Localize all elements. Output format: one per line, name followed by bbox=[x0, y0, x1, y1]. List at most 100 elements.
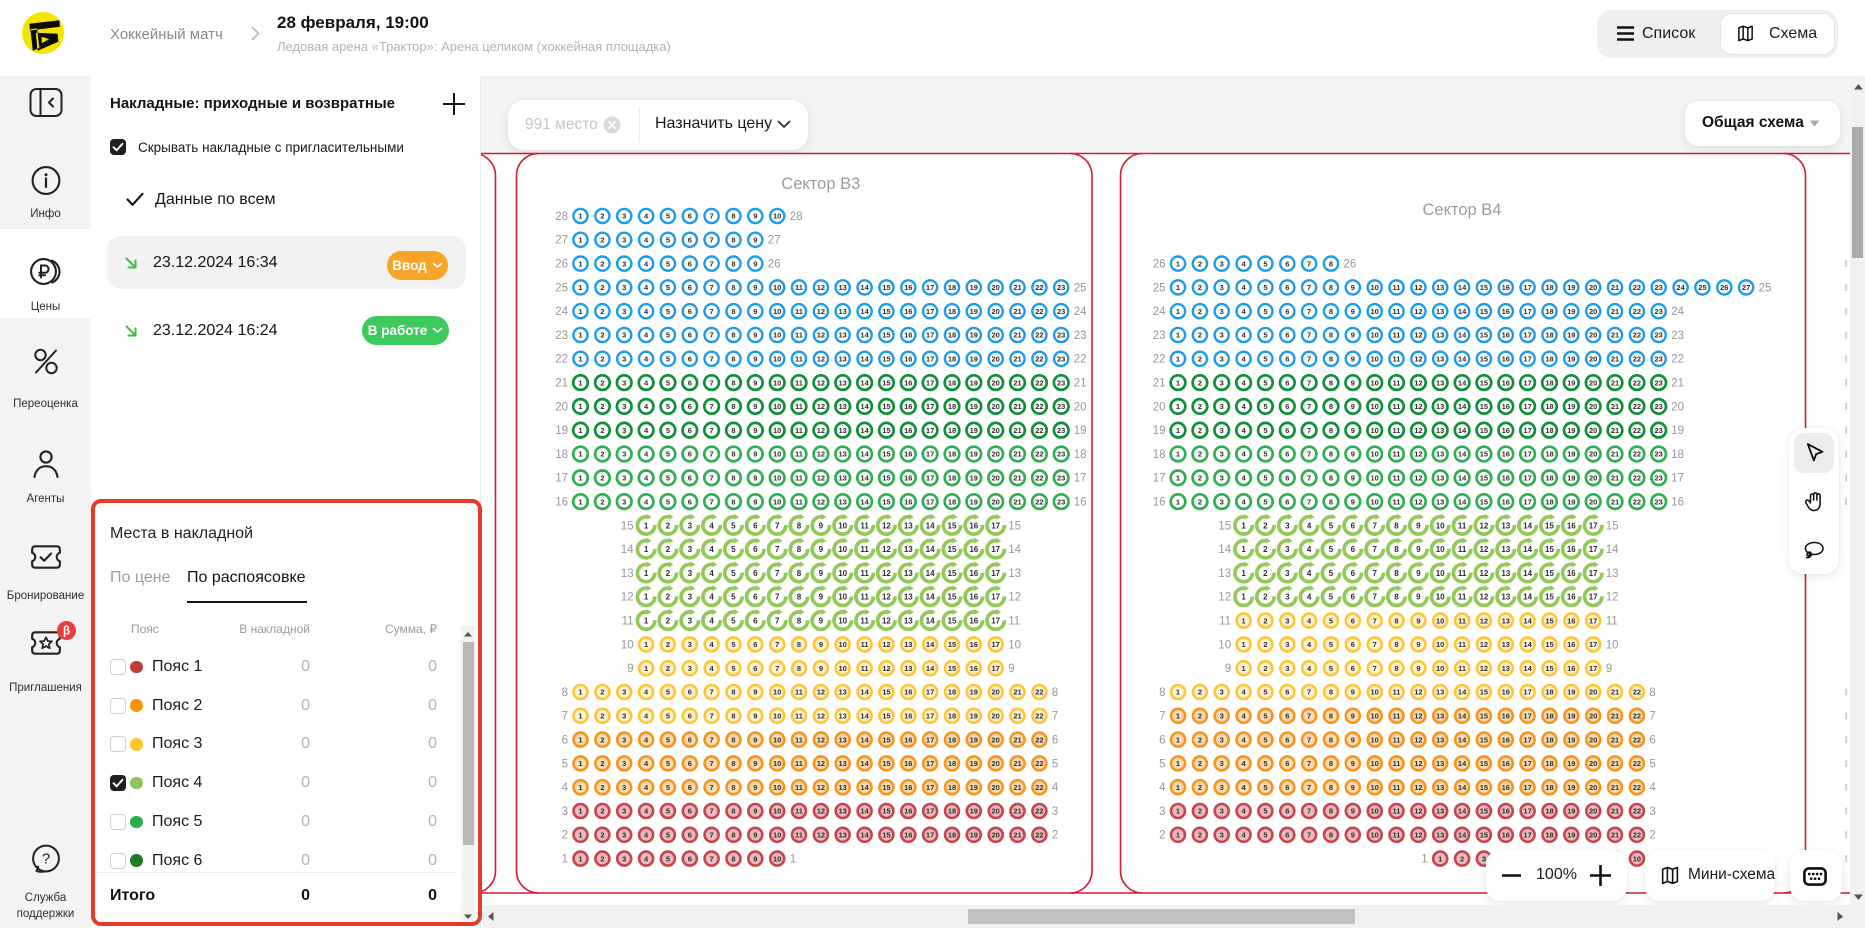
svg-text:10: 10 bbox=[1371, 450, 1379, 459]
svg-text:21: 21 bbox=[1013, 735, 1021, 744]
svg-text:16: 16 bbox=[1567, 569, 1576, 578]
svg-text:15: 15 bbox=[882, 759, 890, 768]
svg-text:14: 14 bbox=[860, 283, 869, 292]
svg-text:9: 9 bbox=[753, 831, 757, 840]
svg-text:7: 7 bbox=[710, 402, 714, 411]
svg-text:1: 1 bbox=[1176, 402, 1180, 411]
svg-text:4: 4 bbox=[644, 259, 649, 268]
svg-text:8: 8 bbox=[731, 474, 735, 483]
svg-text:16: 16 bbox=[1502, 474, 1510, 483]
svg-text:1: 1 bbox=[790, 854, 796, 866]
svg-text:18: 18 bbox=[1545, 712, 1553, 721]
svg-text:6: 6 bbox=[753, 640, 757, 649]
svg-text:13: 13 bbox=[1502, 640, 1510, 649]
svg-text:5: 5 bbox=[1263, 450, 1267, 459]
svg-text:1: 1 bbox=[644, 640, 648, 649]
svg-text:19: 19 bbox=[1567, 474, 1575, 483]
svg-text:17: 17 bbox=[926, 307, 934, 316]
svg-text:2: 2 bbox=[1198, 783, 1202, 792]
svg-text:8: 8 bbox=[1329, 378, 1333, 387]
svg-text:13: 13 bbox=[839, 688, 847, 697]
svg-text:20: 20 bbox=[992, 474, 1000, 483]
svg-text:14: 14 bbox=[1458, 307, 1467, 316]
svg-text:3: 3 bbox=[688, 664, 692, 673]
svg-text:2: 2 bbox=[1198, 331, 1202, 340]
svg-text:12: 12 bbox=[882, 593, 891, 602]
svg-text:13: 13 bbox=[1436, 426, 1444, 435]
svg-text:15: 15 bbox=[948, 640, 956, 649]
svg-text:23: 23 bbox=[1153, 330, 1166, 342]
svg-text:13: 13 bbox=[1502, 616, 1510, 625]
svg-text:13: 13 bbox=[904, 545, 913, 554]
svg-text:8: 8 bbox=[1394, 545, 1399, 554]
svg-text:8: 8 bbox=[1329, 688, 1333, 697]
svg-text:13: 13 bbox=[1436, 497, 1444, 506]
svg-text:28: 28 bbox=[790, 211, 803, 223]
svg-text:14: 14 bbox=[1458, 712, 1467, 721]
svg-text:16: 16 bbox=[1502, 497, 1510, 506]
svg-text:17: 17 bbox=[991, 569, 1000, 578]
svg-text:19: 19 bbox=[1567, 283, 1575, 292]
svg-text:21: 21 bbox=[1611, 712, 1619, 721]
svg-text:17: 17 bbox=[1523, 331, 1531, 340]
svg-text:12: 12 bbox=[621, 592, 634, 604]
svg-text:4: 4 bbox=[644, 854, 649, 863]
svg-text:14: 14 bbox=[1523, 545, 1532, 554]
svg-text:19: 19 bbox=[970, 831, 978, 840]
svg-text:8: 8 bbox=[1329, 259, 1333, 268]
svg-text:10: 10 bbox=[773, 783, 781, 792]
svg-text:2: 2 bbox=[600, 307, 604, 316]
svg-text:2: 2 bbox=[1198, 688, 1202, 697]
svg-text:19: 19 bbox=[1567, 712, 1575, 721]
svg-text:22: 22 bbox=[1074, 354, 1087, 366]
svg-text:12: 12 bbox=[1414, 735, 1422, 744]
svg-text:7: 7 bbox=[710, 497, 714, 506]
svg-text:12: 12 bbox=[1414, 402, 1422, 411]
svg-text:10: 10 bbox=[773, 688, 781, 697]
svg-text:17: 17 bbox=[1589, 521, 1598, 530]
svg-text:6: 6 bbox=[1285, 497, 1289, 506]
svg-text:2: 2 bbox=[600, 735, 604, 744]
svg-text:10: 10 bbox=[1371, 712, 1379, 721]
svg-text:1: 1 bbox=[578, 307, 582, 316]
svg-text:8: 8 bbox=[1329, 307, 1333, 316]
svg-text:2: 2 bbox=[1263, 521, 1268, 530]
svg-text:2: 2 bbox=[600, 497, 604, 506]
svg-text:6: 6 bbox=[1052, 735, 1058, 747]
svg-text:19: 19 bbox=[970, 735, 978, 744]
svg-text:23: 23 bbox=[1057, 474, 1065, 483]
svg-text:7: 7 bbox=[1052, 711, 1058, 723]
svg-text:17: 17 bbox=[991, 617, 1000, 626]
svg-text:15: 15 bbox=[882, 831, 890, 840]
svg-text:20: 20 bbox=[992, 307, 1000, 316]
svg-text:15: 15 bbox=[1480, 735, 1488, 744]
svg-text:17: 17 bbox=[1523, 450, 1531, 459]
svg-text:4: 4 bbox=[1307, 593, 1312, 602]
svg-text:10: 10 bbox=[773, 831, 781, 840]
svg-text:4: 4 bbox=[1242, 688, 1247, 697]
svg-text:10: 10 bbox=[1218, 639, 1231, 651]
svg-text:5: 5 bbox=[731, 521, 736, 530]
svg-text:19: 19 bbox=[970, 283, 978, 292]
svg-text:17: 17 bbox=[992, 664, 1000, 673]
svg-text:20: 20 bbox=[1589, 402, 1597, 411]
svg-text:2: 2 bbox=[600, 807, 604, 816]
svg-text:19: 19 bbox=[1074, 425, 1087, 437]
svg-text:10: 10 bbox=[1436, 640, 1444, 649]
svg-text:16: 16 bbox=[904, 807, 912, 816]
svg-text:2: 2 bbox=[600, 283, 604, 292]
svg-text:21: 21 bbox=[1611, 497, 1619, 506]
svg-text:2: 2 bbox=[1460, 854, 1464, 863]
svg-text:10: 10 bbox=[1371, 307, 1379, 316]
svg-text:27: 27 bbox=[1742, 283, 1750, 292]
svg-text:4: 4 bbox=[644, 331, 649, 340]
svg-text:2: 2 bbox=[666, 640, 670, 649]
svg-text:8: 8 bbox=[1329, 402, 1333, 411]
svg-text:7: 7 bbox=[1372, 521, 1377, 530]
svg-text:21: 21 bbox=[1013, 807, 1021, 816]
svg-text:11: 11 bbox=[860, 617, 869, 626]
svg-text:20: 20 bbox=[1589, 331, 1597, 340]
svg-text:15: 15 bbox=[1480, 450, 1488, 459]
svg-text:3: 3 bbox=[1220, 688, 1224, 697]
svg-text:14: 14 bbox=[860, 378, 869, 387]
